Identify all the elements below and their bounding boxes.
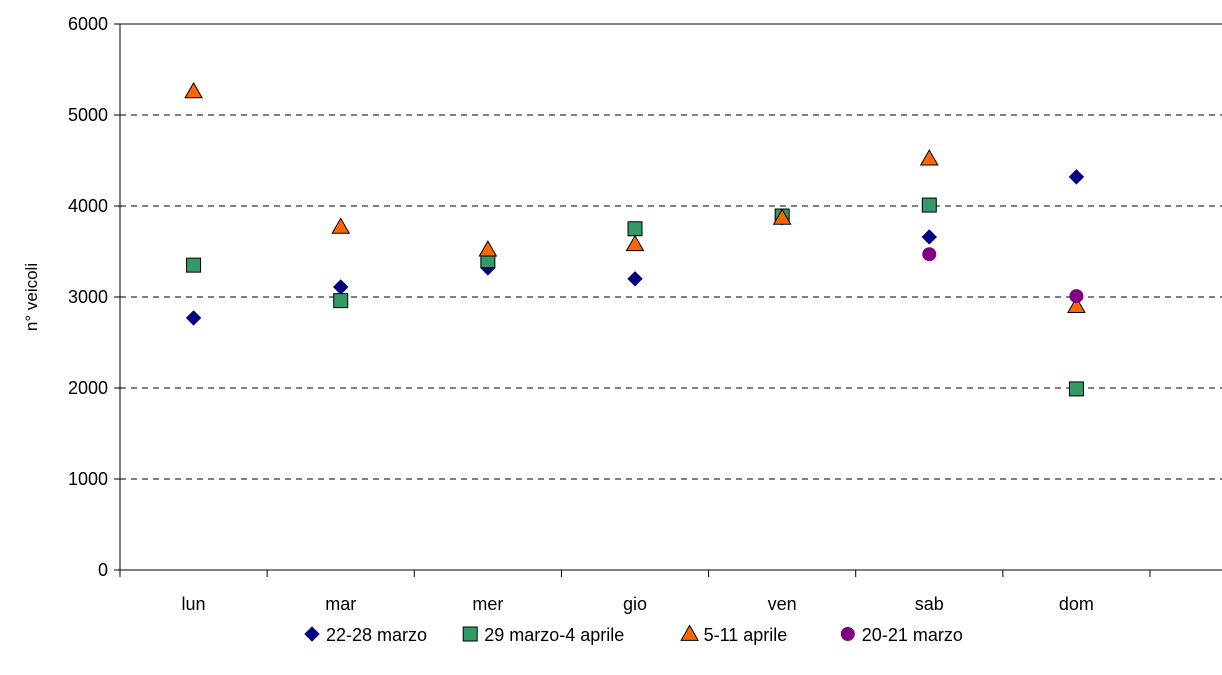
data-point-square [1068, 381, 1084, 397]
data-point-triangle [919, 149, 939, 166]
legend-marker-diamond [304, 626, 320, 642]
data-point-square [627, 221, 643, 237]
data-point-diamond [1068, 169, 1085, 185]
y-tick-label: 0 [98, 560, 108, 580]
data-point-triangle [772, 208, 792, 225]
data-point-diamond [627, 271, 643, 287]
x-tick-label: gio [623, 594, 647, 614]
y-tick-label: 6000 [68, 14, 108, 34]
data-point-triangle [331, 217, 351, 234]
x-tick-label: mer [472, 594, 503, 614]
axes: 0 1000 2000 3000 4000 5000 6000 lun mar mer gio ven… [22, 14, 1222, 614]
y-axis-title: n° veicoli [22, 263, 41, 331]
legend-marker-square [462, 626, 478, 642]
legend-marker-circle [840, 627, 855, 641]
grid-lines [120, 23, 1222, 480]
y-tick-label: 1000 [68, 469, 108, 489]
data-point-square [333, 293, 349, 309]
data-point-diamond [185, 310, 202, 326]
x-tick-label: dom [1059, 594, 1094, 614]
x-tick-label: lun [182, 594, 206, 614]
y-tick-label: 5000 [68, 105, 108, 125]
data-point-circle [922, 247, 937, 262]
legend-label: 22-28 marzo [326, 625, 427, 645]
y-tick-label: 4000 [68, 196, 108, 216]
data-point-circle [1069, 289, 1084, 304]
data-point-diamond [333, 279, 349, 295]
data-point-triangle [1067, 296, 1086, 313]
data-point-square [186, 257, 202, 273]
x-tick-label: ven [768, 594, 797, 614]
data-points [184, 81, 1086, 397]
data-point-triangle [625, 234, 645, 252]
data-point-triangle [478, 240, 498, 257]
legend-label: 20-21 marzo [862, 625, 963, 645]
data-point-diamond [921, 229, 937, 245]
y-tick-label: 3000 [68, 287, 108, 307]
x-tick-label: mar [325, 594, 356, 614]
x-tick-label: sab [915, 594, 944, 614]
legend-marker-triangle [680, 624, 699, 641]
legend-label: 29 marzo-4 aprile [484, 625, 624, 645]
legend: 22-28 marzo 29 marzo-4 aprile 5-11 aprile 2… [304, 624, 963, 645]
data-point-triangle [184, 81, 203, 99]
data-point-square [921, 197, 937, 213]
legend-label: 5-11 aprile [704, 625, 788, 645]
y-tick-label: 2000 [68, 378, 108, 398]
